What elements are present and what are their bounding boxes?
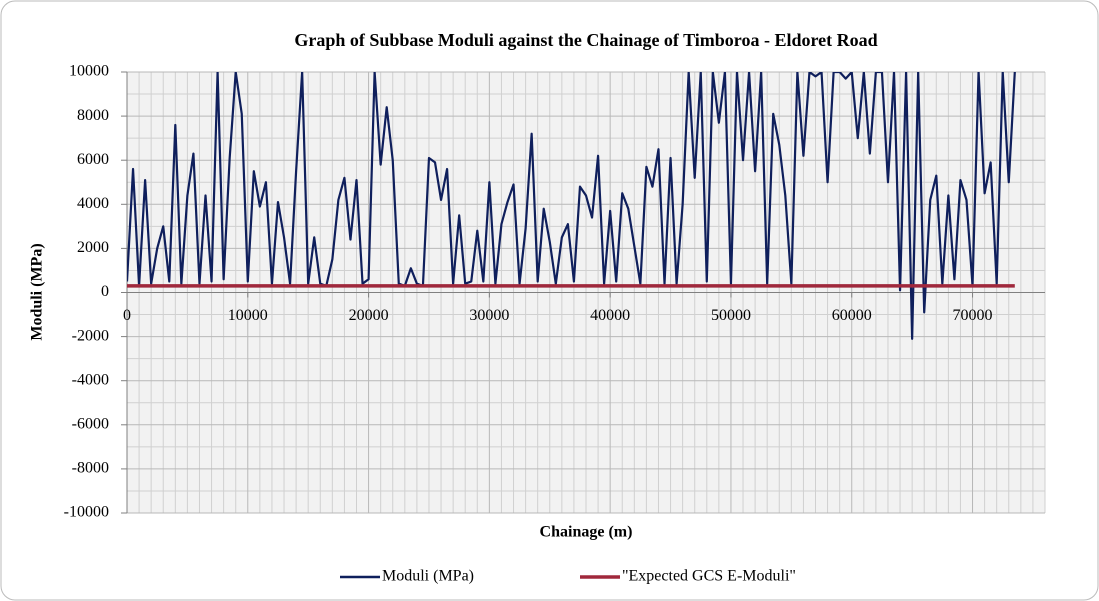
chart-title: Graph of Subbase Moduli against the Chai… (294, 30, 877, 50)
y-tick-label: 4000 (77, 195, 109, 212)
y-tick-label: 0 (101, 283, 109, 300)
x-tick-label: 40000 (590, 307, 630, 324)
y-tick-label: 10000 (69, 63, 109, 80)
x-tick-label: 0 (123, 307, 131, 324)
y-axis-title: Moduli (MPa) (29, 243, 46, 340)
x-tick-label: 10000 (228, 307, 268, 324)
y-tick-label: -2000 (72, 327, 109, 344)
x-axis-title: Chainage (m) (540, 524, 633, 541)
y-tick-label: 2000 (77, 239, 109, 256)
legend: Moduli (MPa) "Expected GCS E-Moduli" (340, 568, 796, 585)
x-tick-label: 30000 (469, 307, 509, 324)
series-line (127, 72, 1016, 340)
x-tick-label: 60000 (832, 307, 872, 324)
y-tick-label: -10000 (64, 504, 109, 521)
x-tick-label: 20000 (349, 307, 389, 324)
x-tick-label: 50000 (711, 307, 751, 324)
y-tick-label: -4000 (72, 371, 109, 388)
x-tick-label: 70000 (953, 307, 993, 324)
grid (121, 71, 1046, 514)
y-tick-label: -6000 (72, 415, 109, 432)
legend-label: "Expected GCS E-Moduli" (622, 568, 796, 585)
y-tick-label: 8000 (77, 107, 109, 124)
y-tick-label: -8000 (72, 460, 109, 477)
y-tick-label: 6000 (77, 151, 109, 168)
series-layer (127, 72, 1016, 340)
legend-label: Moduli (MPa) (382, 568, 474, 585)
